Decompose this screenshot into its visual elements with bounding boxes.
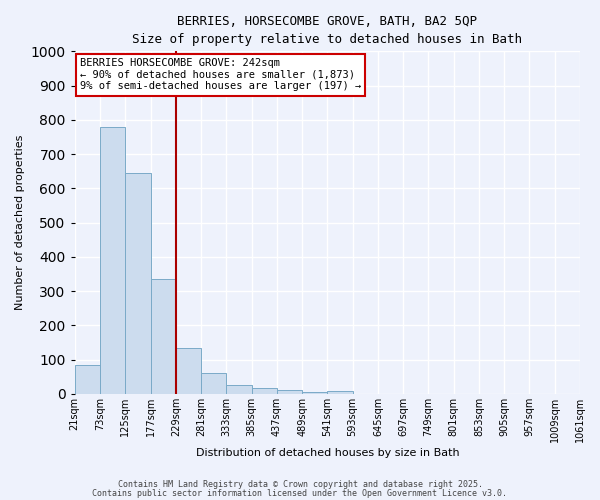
Y-axis label: Number of detached properties: Number of detached properties (15, 135, 25, 310)
Bar (201, 372, 226, 394)
Bar (151, 279, 176, 394)
Bar (75, 366, 100, 394)
Bar (277, 390, 302, 394)
Text: BERRIES HORSECOMBE GROVE: 242sqm
← 90% of detached houses are smaller (1,873)
9%: BERRIES HORSECOMBE GROVE: 242sqm ← 90% o… (80, 58, 361, 92)
Text: Contains public sector information licensed under the Open Government Licence v3: Contains public sector information licen… (92, 488, 508, 498)
Bar (226, 385, 251, 394)
Bar (125, 173, 151, 394)
Bar (302, 392, 328, 394)
Bar (176, 348, 201, 394)
Text: Contains HM Land Registry data © Crown copyright and database right 2025.: Contains HM Land Registry data © Crown c… (118, 480, 482, 489)
Bar (328, 391, 353, 394)
Bar (100, 126, 125, 394)
Title: BERRIES, HORSECOMBE GROVE, BATH, BA2 5QP
Size of property relative to detached h: BERRIES, HORSECOMBE GROVE, BATH, BA2 5QP… (133, 15, 523, 46)
X-axis label: Distribution of detached houses by size in Bath: Distribution of detached houses by size … (196, 448, 459, 458)
Bar (251, 388, 277, 394)
